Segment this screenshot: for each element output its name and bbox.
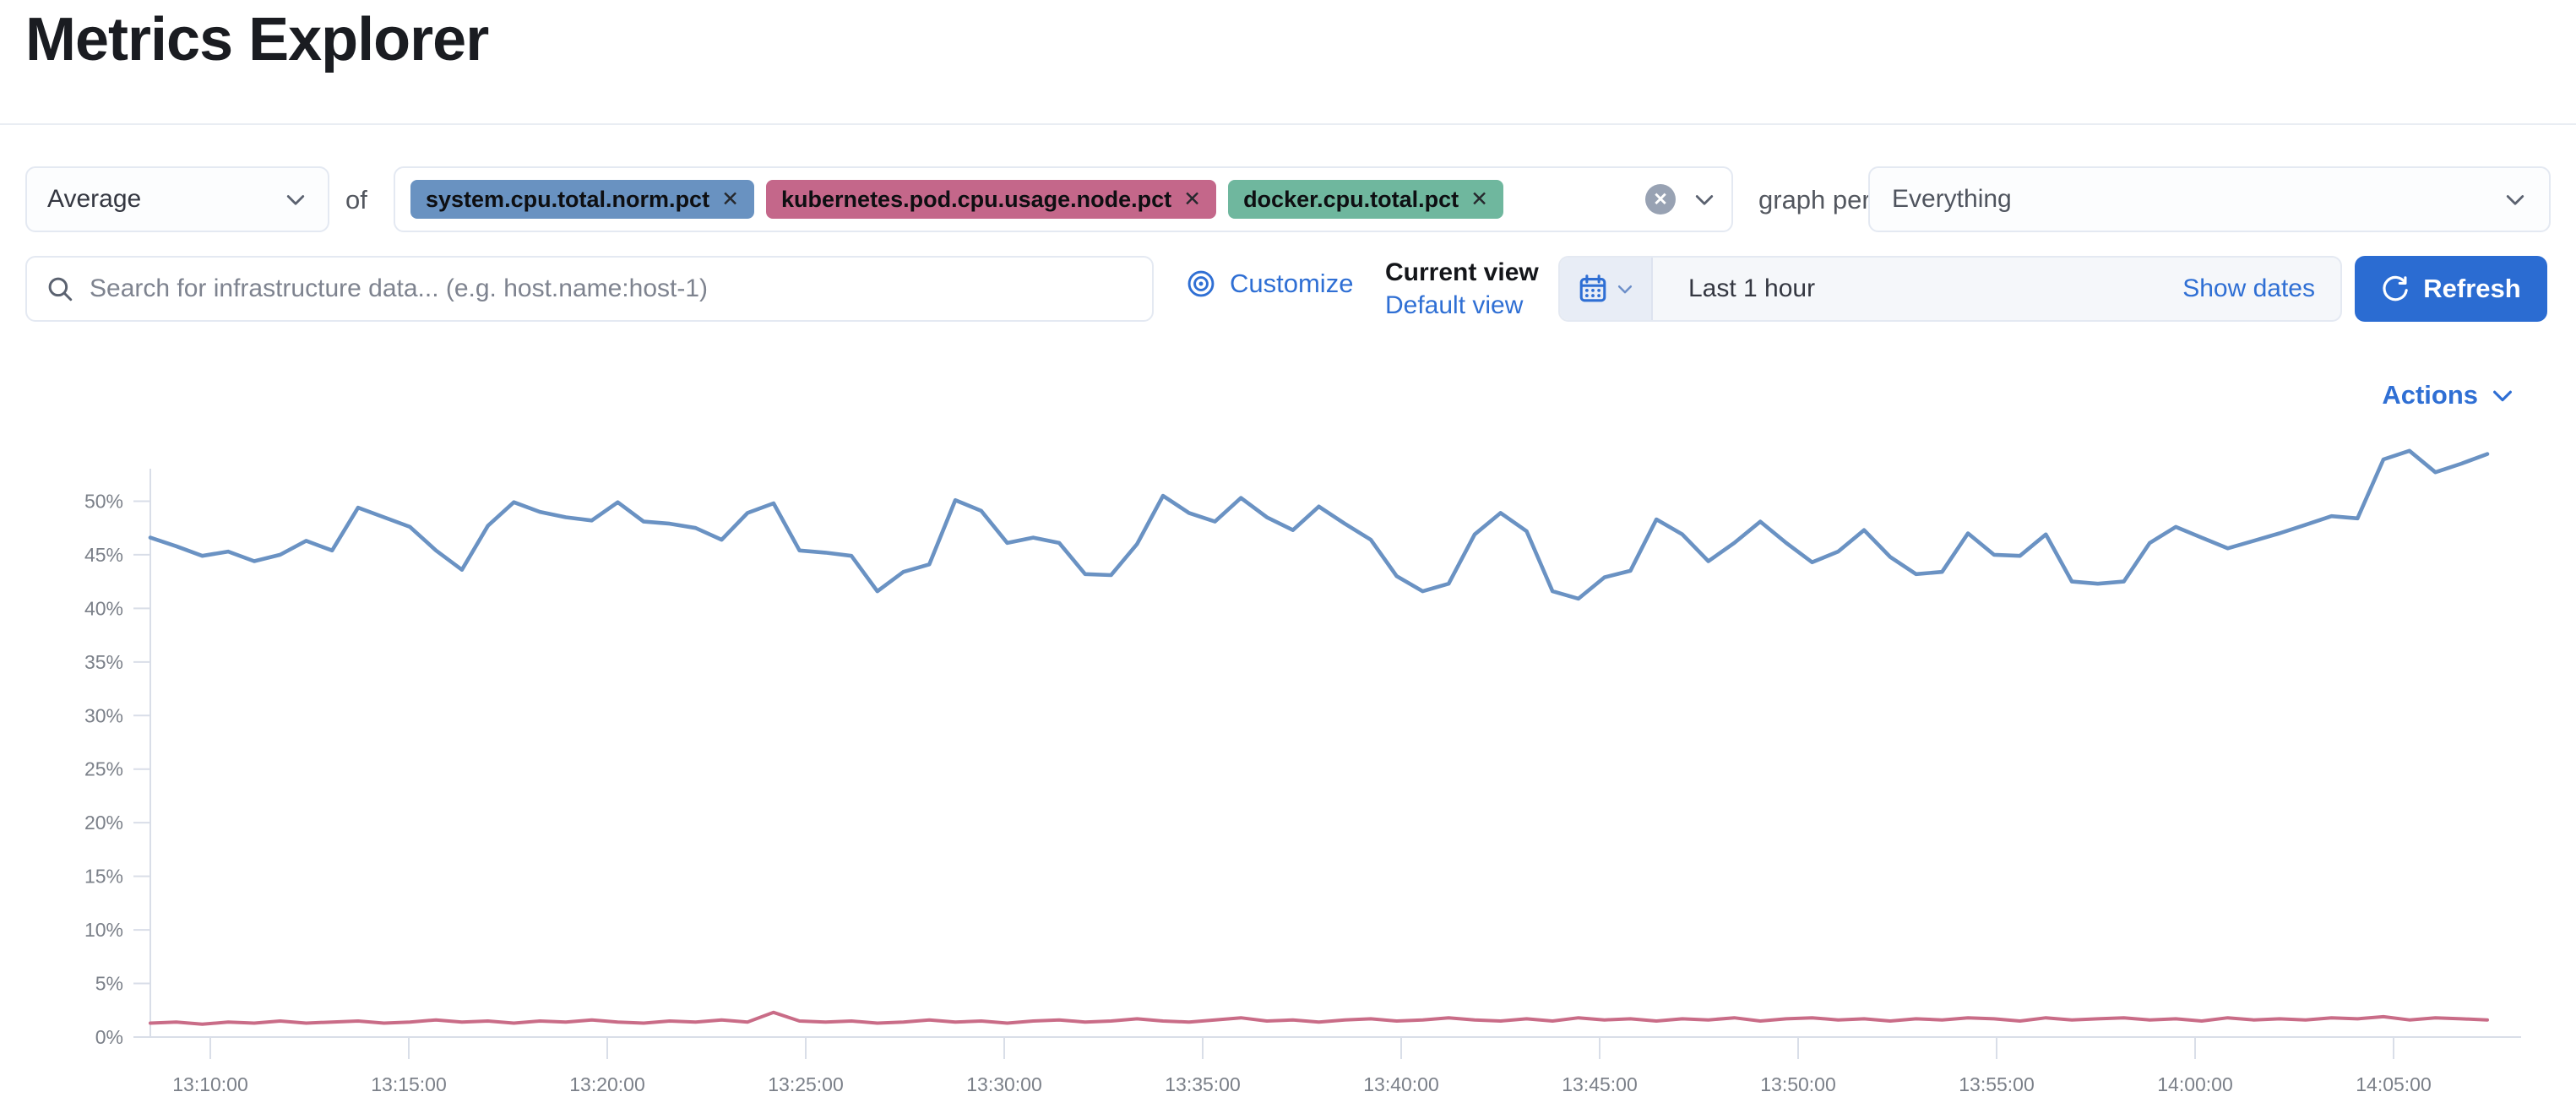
x-axis-label: 13:30:00 <box>966 1073 1042 1095</box>
aggregation-value: Average <box>47 185 142 213</box>
clear-metrics-icon[interactable]: ✕ <box>1645 184 1676 215</box>
search-field <box>25 256 1154 322</box>
y-axis-label: 25% <box>84 758 123 780</box>
chevron-down-icon <box>1616 280 1634 298</box>
y-axis-label: 15% <box>84 866 123 888</box>
calendar-icon <box>1577 273 1609 305</box>
aggregation-select[interactable]: Average <box>25 166 329 232</box>
x-axis-label: 13:20:00 <box>569 1073 645 1095</box>
y-axis-label: 30% <box>84 704 123 726</box>
page-title: Metrics Explorer <box>25 6 489 73</box>
of-label: of <box>345 185 367 215</box>
chevron-down-icon <box>284 187 307 211</box>
y-axis-label: 20% <box>84 812 123 834</box>
x-axis-label: 13:40:00 <box>1363 1073 1439 1095</box>
search-input[interactable] <box>90 274 1133 303</box>
series-line-0 <box>148 448 2490 601</box>
date-picker: Last 1 hour Show dates <box>1558 256 2342 322</box>
show-dates-button[interactable]: Show dates <box>2182 274 2315 302</box>
y-axis-label: 40% <box>84 597 123 619</box>
remove-metric-icon[interactable]: ✕ <box>721 187 740 211</box>
metric-pill-label: kubernetes.pod.cpu.usage.node.pct <box>781 186 1172 212</box>
graph-per-label: graph per <box>1758 185 1871 215</box>
actions-menu-button[interactable]: Actions <box>2382 380 2515 410</box>
chevron-down-icon <box>2503 187 2527 211</box>
current-view-label: Current view <box>1385 258 1539 286</box>
metric-pill[interactable]: docker.cpu.total.pct ✕ <box>1228 180 1504 219</box>
chevron-down-icon[interactable] <box>1693 187 1716 211</box>
metric-pill[interactable]: kubernetes.pod.cpu.usage.node.pct ✕ <box>766 180 1217 219</box>
remove-metric-icon[interactable]: ✕ <box>1183 187 1202 211</box>
customize-label: Customize <box>1230 269 1354 298</box>
metric-pill[interactable]: system.cpu.total.norm.pct ✕ <box>410 180 755 219</box>
refresh-icon <box>2381 274 2410 303</box>
x-axis-label: 13:50:00 <box>1760 1073 1836 1095</box>
x-axis-label: 13:55:00 <box>1959 1073 2035 1095</box>
metrics-combobox[interactable]: system.cpu.total.norm.pct ✕ kubernetes.pod… <box>394 166 1733 232</box>
y-axis-label: 0% <box>95 1026 123 1048</box>
y-axis-label: 5% <box>95 973 123 995</box>
search-icon <box>46 274 74 303</box>
refresh-button[interactable]: Refresh <box>2355 256 2547 322</box>
metric-pill-label: docker.cpu.total.pct <box>1243 186 1459 212</box>
y-axis-label: 45% <box>84 544 123 566</box>
bullseye-icon <box>1186 269 1216 299</box>
y-axis-label: 10% <box>84 919 123 941</box>
y-axis-label: 35% <box>84 651 123 673</box>
quick-select-menu-button[interactable] <box>1560 258 1653 320</box>
x-axis-label: 13:25:00 <box>768 1073 844 1095</box>
remove-metric-icon[interactable]: ✕ <box>1470 187 1489 211</box>
x-axis-label: 14:00:00 <box>2157 1073 2233 1095</box>
metrics-combobox-pills: system.cpu.total.norm.pct ✕ kubernetes.pod… <box>410 180 1504 219</box>
time-range-button[interactable]: Last 1 hour <box>1688 274 1816 302</box>
group-by-select[interactable]: Everything <box>1868 166 2551 232</box>
default-view-link[interactable]: Default view <box>1385 291 1524 319</box>
chevron-down-icon <box>2490 383 2515 408</box>
x-axis-label: 13:10:00 <box>172 1073 248 1095</box>
x-axis-label: 14:05:00 <box>2356 1073 2432 1095</box>
metric-pill-label: system.cpu.total.norm.pct <box>426 186 710 212</box>
group-by-value: Everything <box>1892 185 2012 213</box>
header-divider <box>0 123 2576 125</box>
x-axis-label: 13:15:00 <box>371 1073 447 1095</box>
x-axis-label: 13:35:00 <box>1165 1073 1241 1095</box>
series-line-1 <box>149 1010 2489 1026</box>
y-axis-label: 50% <box>84 490 123 512</box>
customize-button[interactable]: Customize <box>1186 269 1353 299</box>
refresh-label: Refresh <box>2423 274 2521 303</box>
view-selector: Current view Default view <box>1385 257 1539 323</box>
x-axis-label: 13:45:00 <box>1562 1073 1638 1095</box>
actions-label: Actions <box>2382 380 2478 410</box>
